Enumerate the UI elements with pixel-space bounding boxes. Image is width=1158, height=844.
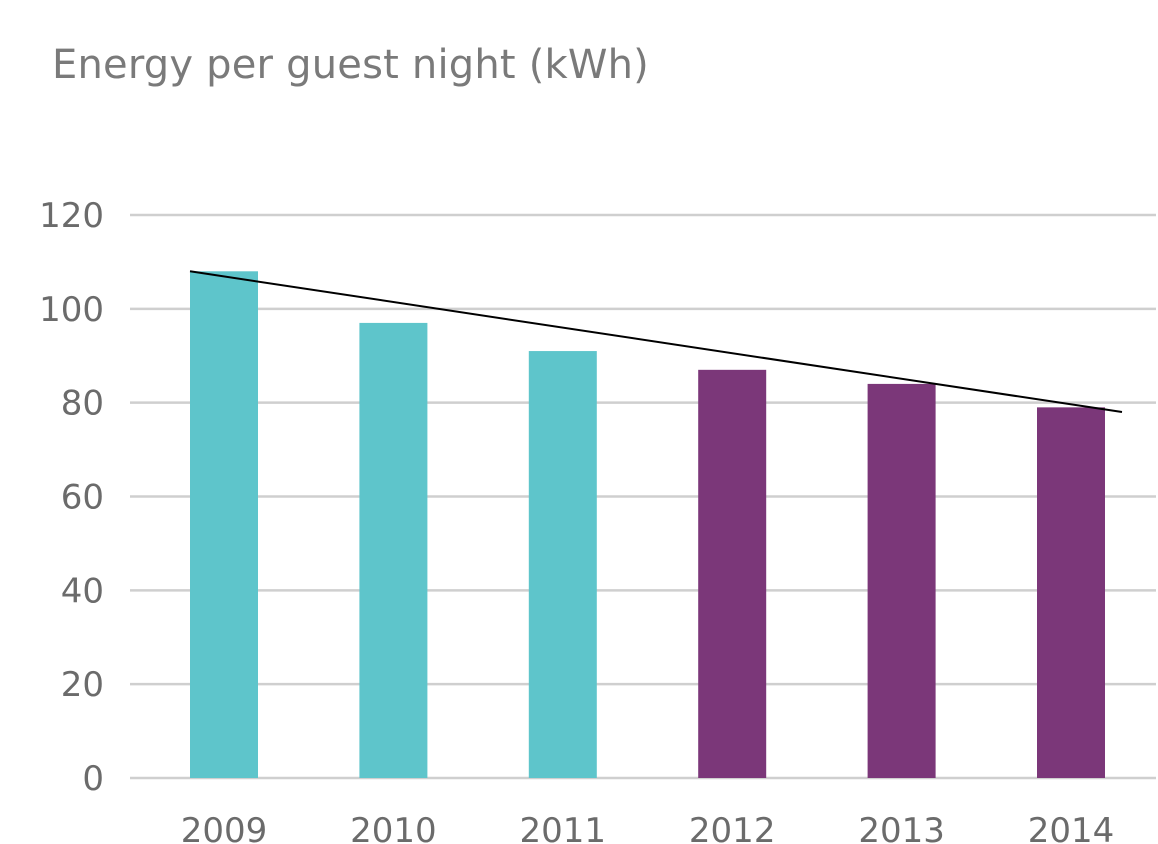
bars: [190, 271, 1105, 778]
bar-2011: [528, 351, 597, 778]
bar-2010: [359, 322, 428, 778]
y-axis-tick-labels: 0 20 40 60 80 100 120: [39, 196, 104, 799]
x-tick-label-2011: 2011: [520, 811, 607, 844]
bar-2012: [698, 369, 767, 778]
trend-line-layer: [189, 270, 1123, 414]
y-tick-label-0: 0: [82, 759, 104, 799]
x-tick-label-2009: 2009: [181, 811, 268, 844]
y-tick-label-20: 20: [61, 665, 104, 705]
x-tick-label-2014: 2014: [1028, 811, 1115, 844]
x-axis-tick-labels: 2009 2010 2011 2012 2013 2014: [181, 811, 1115, 844]
y-tick-label-100: 100: [39, 290, 104, 330]
gridlines: [130, 213, 1156, 780]
bar-2013: [867, 383, 936, 778]
trend-line: [189, 270, 1123, 414]
x-tick-label-2010: 2010: [350, 811, 437, 844]
y-tick-label-60: 60: [61, 478, 104, 518]
bar-2009: [190, 271, 258, 778]
x-tick-label-2013: 2013: [858, 811, 945, 844]
y-tick-label-80: 80: [61, 384, 104, 424]
y-tick-label-40: 40: [61, 571, 104, 611]
bar-2014: [1037, 407, 1105, 778]
chart-title: Energy per guest night (kWh): [52, 42, 649, 88]
y-tick-label-120: 120: [39, 196, 104, 236]
x-tick-label-2012: 2012: [689, 811, 776, 844]
